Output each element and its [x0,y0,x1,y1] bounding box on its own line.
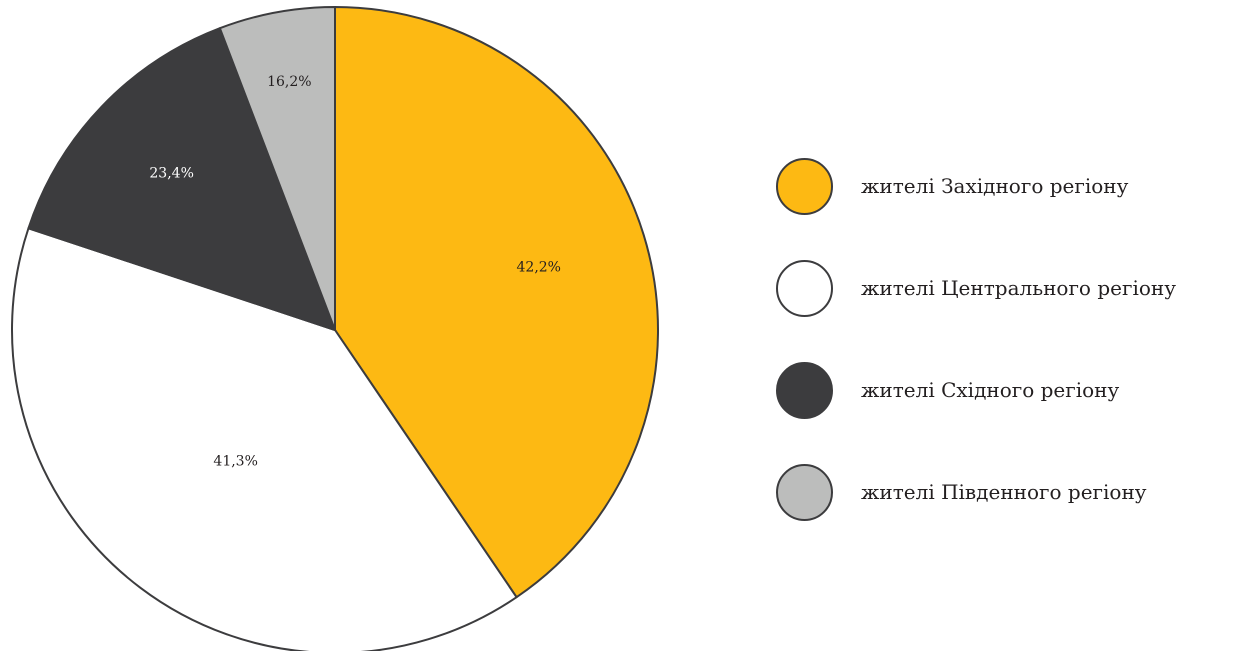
legend-label-west: жителі Західного регіону [861,174,1129,198]
legend-swatch-west [776,157,833,215]
legend-item-south: жителі Південного регіону [776,462,1236,522]
legend-swatch-central [776,259,833,317]
legend: жителі Західного регіону жителі Централь… [776,156,1236,564]
pie-labels: 42,2% 41,3% 23,4% 16,2% [149,74,561,469]
pie-slice-1 [334,6,659,599]
legend-label-central: жителі Центрального регіону [861,276,1176,300]
pie-slices [11,6,659,651]
pie-slice-4 [218,6,336,331]
legend-item-east: жителі Східного регіону [776,360,1236,420]
pie-slice-label-3: 23,4% [149,166,193,182]
legend-item-central: жителі Центрального регіону [776,258,1236,318]
pie-slice-3 [27,27,336,331]
legend-swatch-east [776,361,833,419]
legend-label-east: жителі Східного регіону [861,378,1120,402]
legend-swatch-south [776,463,833,521]
pie-slice-2 [11,227,518,651]
pie-slice-label-4: 16,2% [267,74,311,90]
legend-item-west: жителі Західного регіону [776,156,1236,216]
pie-slice-label-1: 42,2% [517,259,561,275]
legend-label-south: жителі Південного регіону [861,480,1147,504]
pie-slice-label-2: 41,3% [213,453,257,469]
